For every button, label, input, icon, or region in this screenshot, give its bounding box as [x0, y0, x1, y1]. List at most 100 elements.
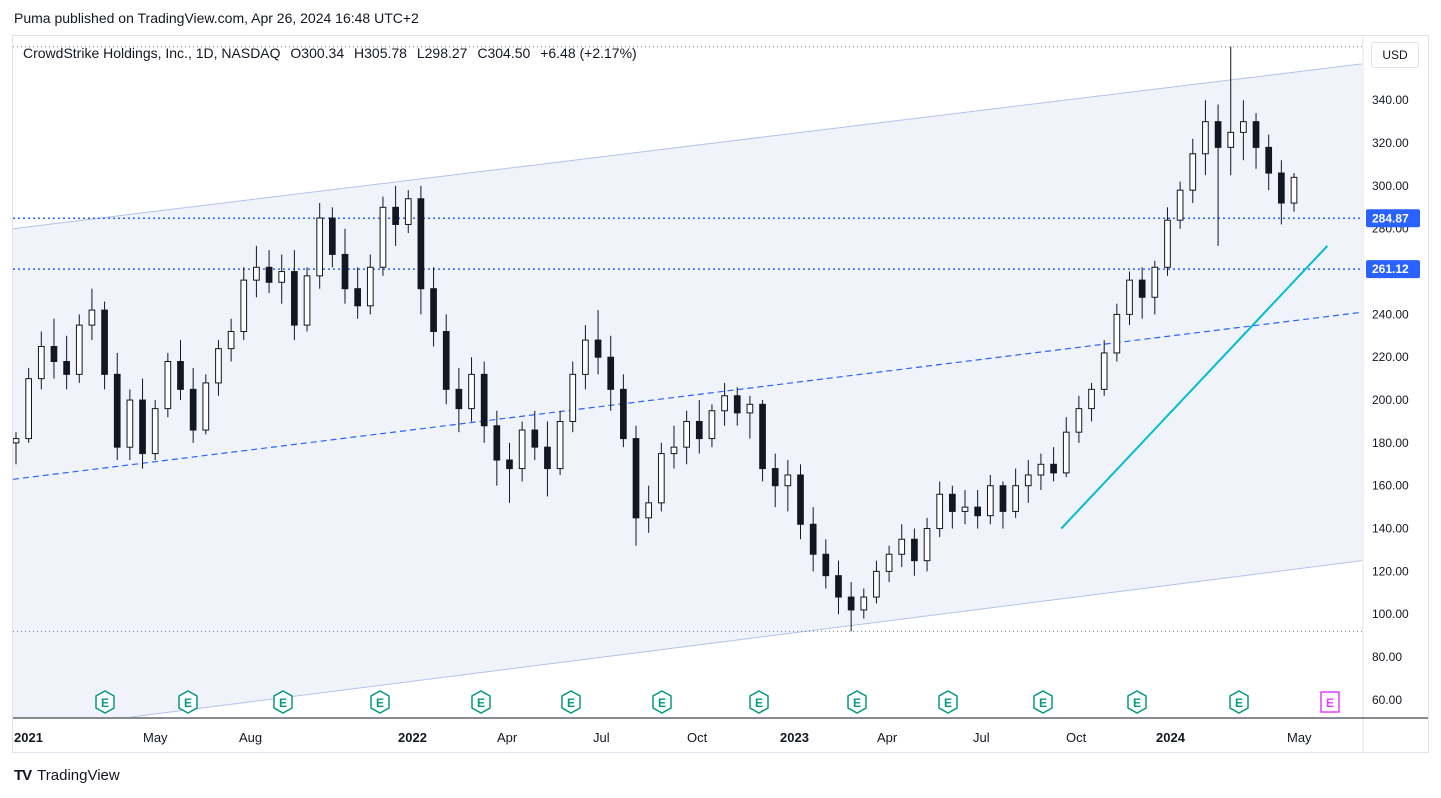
- y-tick-label: 220.00: [1372, 350, 1409, 364]
- price-tag-label: 261.12: [1372, 262, 1409, 276]
- candle: [569, 361, 577, 433]
- candle: [63, 335, 70, 390]
- earnings-marker: E: [1033, 690, 1053, 714]
- candle: [1290, 173, 1298, 212]
- candle: [695, 400, 703, 454]
- earnings-badge: [1033, 690, 1053, 714]
- candle-body: [822, 553, 830, 577]
- earnings-marker: E: [471, 690, 491, 714]
- candle-body: [721, 395, 728, 412]
- earnings-badge: [938, 690, 958, 714]
- candle: [1202, 100, 1209, 176]
- earnings-marker: E: [1229, 690, 1249, 714]
- candle: [835, 560, 842, 615]
- x-tick-label: 2024: [1156, 730, 1186, 745]
- candle: [1265, 134, 1273, 191]
- candle-body: [923, 528, 931, 562]
- x-tick-label: Jul: [593, 730, 610, 745]
- candle-body: [620, 388, 627, 440]
- candle: [303, 267, 311, 332]
- candle-body: [746, 403, 754, 414]
- candle-body: [164, 361, 172, 410]
- candle: [189, 367, 197, 443]
- earnings-label: E: [1326, 696, 1334, 710]
- candle: [645, 485, 653, 533]
- channel-upper-line: [13, 63, 1362, 230]
- candle-body: [341, 253, 349, 290]
- earnings-badge: [847, 690, 867, 714]
- candle-body: [632, 438, 640, 519]
- plot-area[interactable]: [13, 46, 1362, 732]
- candle-body: [1037, 463, 1045, 476]
- candle-body: [1012, 485, 1019, 512]
- candle: [1100, 340, 1108, 396]
- candle-body: [1240, 121, 1247, 133]
- candle-body: [303, 275, 311, 326]
- candle-body: [771, 468, 779, 487]
- candle-body: [1062, 431, 1070, 474]
- earnings-label: E: [376, 696, 384, 710]
- channel-lower-line: [127, 560, 1362, 717]
- x-tick-label: May: [1287, 730, 1312, 745]
- candle: [253, 245, 260, 298]
- price-axis[interactable]: 360.00340.00320.00300.00280.00260.00240.…: [1372, 50, 1409, 706]
- tradingview-logo-icon: TV: [14, 767, 32, 784]
- earnings-badge: [178, 690, 198, 714]
- candle-body: [354, 288, 361, 307]
- candle-body: [544, 446, 551, 470]
- symbol-legend: CrowdStrike Holdings, Inc., 1D, NASDAQ O…: [23, 45, 643, 61]
- x-tick-label: Apr: [497, 730, 518, 745]
- earnings-badge: [1320, 691, 1340, 713]
- earnings-badge: [561, 690, 581, 714]
- currency-button[interactable]: USD: [1371, 42, 1419, 68]
- candle: [1075, 395, 1083, 443]
- candle-body: [177, 361, 184, 390]
- earnings-badge: [273, 690, 293, 714]
- candle-body: [847, 596, 855, 611]
- candle: [873, 560, 880, 604]
- time-axis[interactable]: 2021 May Aug 2022 Apr Jul Oct 2023 Apr Jul Oct 2024…: [14, 730, 1312, 745]
- y-tick-label: 200.00: [1372, 393, 1409, 407]
- candle: [632, 425, 640, 546]
- candle: [670, 425, 678, 469]
- candle: [974, 490, 982, 529]
- candle: [822, 539, 830, 589]
- candle-body: [949, 493, 956, 512]
- earnings-label: E: [567, 696, 575, 710]
- candle-body: [442, 331, 450, 390]
- earnings-badge: [652, 690, 672, 714]
- candle-body: [13, 438, 20, 444]
- price-tag-bg: [1366, 260, 1420, 279]
- candle-body: [1075, 408, 1083, 433]
- candle: [126, 389, 134, 461]
- earnings-label: E: [184, 696, 192, 710]
- publisher-caption: Puma published on TradingView.com, Apr 2…: [14, 10, 419, 26]
- candle: [847, 582, 855, 632]
- candle-body: [670, 446, 678, 455]
- x-tick-label: 2022: [398, 730, 427, 745]
- candle-body: [835, 575, 842, 598]
- brand-footer[interactable]: TV TradingView: [14, 767, 120, 784]
- candle-body: [189, 388, 197, 431]
- price-level-tag: 284.87: [1366, 209, 1420, 228]
- y-tick-label: 340.00: [1372, 93, 1409, 107]
- candle: [341, 228, 349, 304]
- candle-body: [1277, 172, 1285, 204]
- candle: [911, 528, 918, 576]
- earnings-label: E: [853, 696, 861, 710]
- candle: [986, 475, 994, 525]
- candle-body: [733, 395, 741, 414]
- candle: [1088, 382, 1095, 422]
- candle-body: [759, 403, 766, 470]
- candle-body: [493, 425, 501, 461]
- candle-body: [531, 429, 539, 448]
- candle: [291, 250, 298, 341]
- candle-body: [63, 361, 70, 375]
- candle: [531, 410, 539, 461]
- candle-body: [695, 420, 703, 440]
- candle: [544, 421, 551, 497]
- candle: [101, 301, 108, 390]
- candle: [683, 410, 690, 465]
